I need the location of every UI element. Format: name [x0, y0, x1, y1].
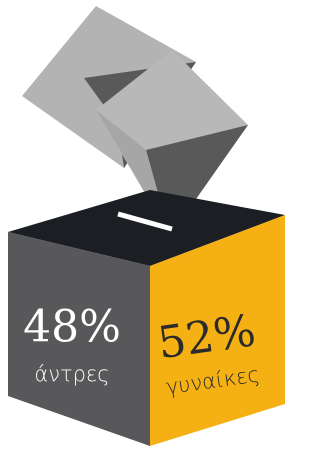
percentage-label: 48%	[23, 302, 121, 353]
page: 48%άντρες52%γυναίκες (() => { const data…	[0, 0, 320, 454]
category-label: άντρες	[34, 362, 109, 386]
